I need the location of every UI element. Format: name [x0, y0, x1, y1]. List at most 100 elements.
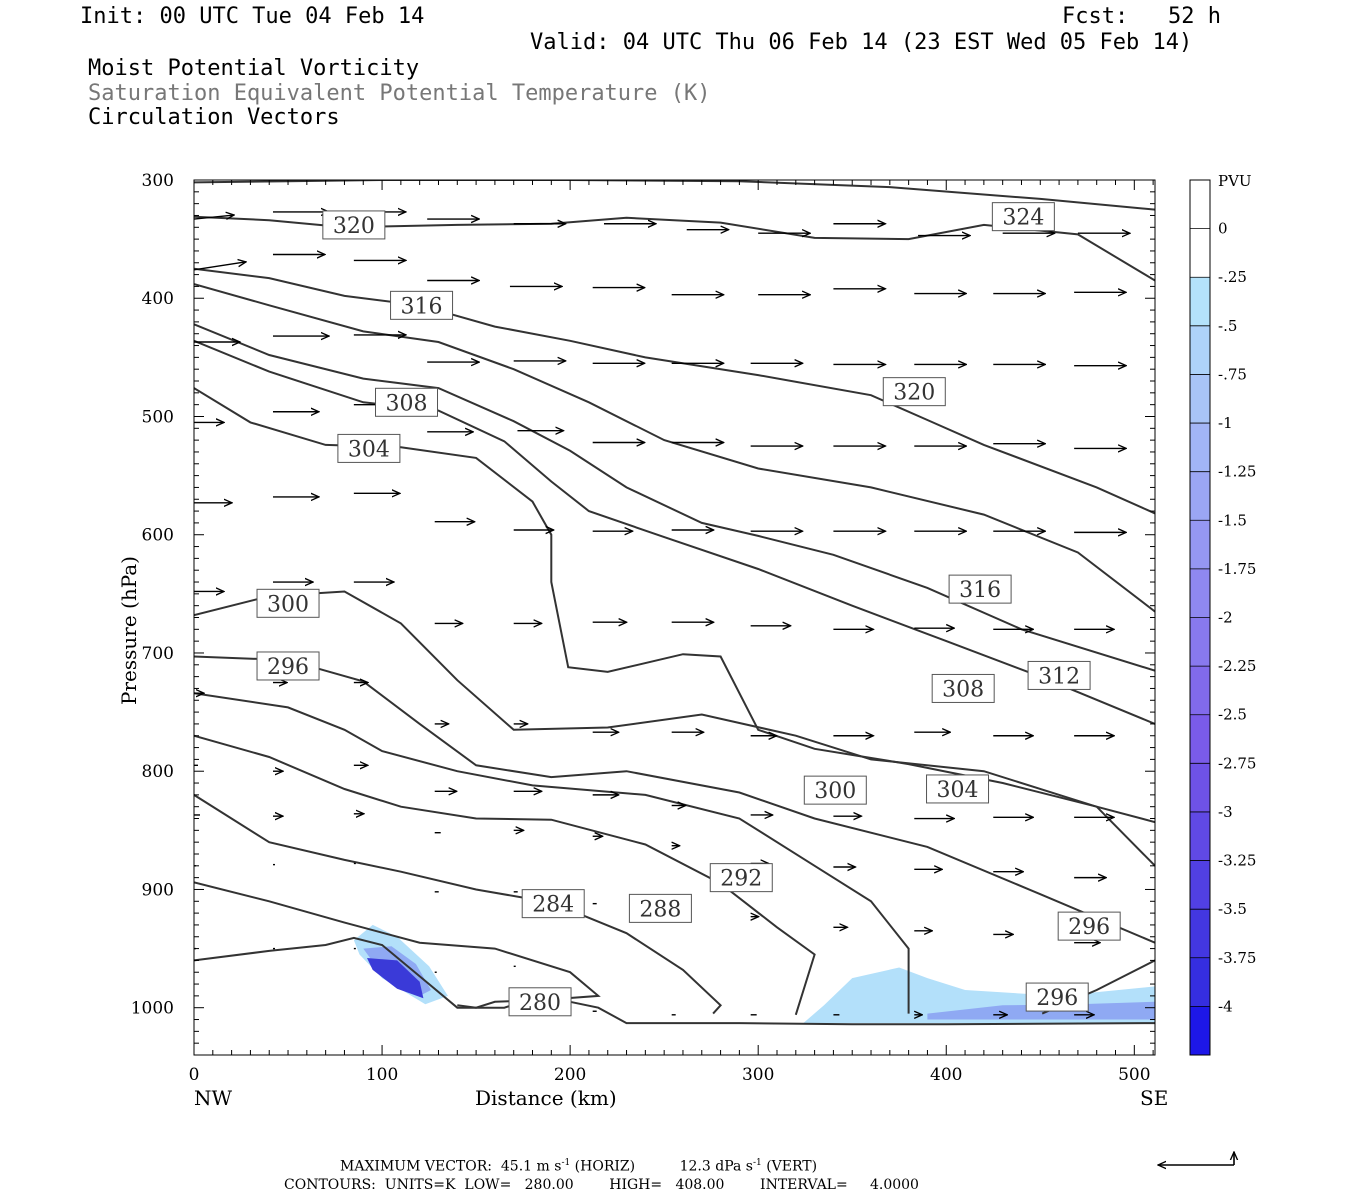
colorbar-label: -4 [1218, 997, 1233, 1015]
colorbar-segment [1190, 1006, 1210, 1056]
contour-label-text: 316 [401, 294, 443, 319]
contour-label-18: 280 [508, 987, 572, 1017]
contour-label-9: 296 [256, 651, 320, 681]
y-tick-label: 1000 [131, 999, 174, 1019]
vector-0 [194, 215, 234, 219]
y-tick-label: 600 [142, 526, 174, 546]
contour-label-box [628, 893, 692, 923]
y-tick-label: 900 [142, 880, 174, 900]
contour-label-box [882, 377, 946, 407]
contour-label-17: 296 [1025, 982, 1089, 1012]
isentrope-7 [194, 590, 1155, 867]
colorbar: PVU 0 -.25 -.5 -.75 -1 -1.25 -1.5 -1.75 -2 -2.25 -2… [1189, 172, 1256, 1056]
contour-label-3: 308 [375, 387, 439, 417]
colorbar-label: -3.5 [1218, 900, 1247, 918]
colorbar-segment [1190, 860, 1210, 910]
colorbar-segment [1190, 374, 1210, 424]
colorbar-label: -1.25 [1218, 463, 1256, 481]
axes: 300 400 500 600 700 800 900 1000 0 100 200 300 400 50… [131, 171, 1155, 1085]
contour-label-box [1025, 982, 1089, 1012]
contour-label-box [803, 775, 867, 805]
colorbar-segment [1190, 763, 1210, 813]
contour-label-7: 300 [256, 588, 320, 618]
colorbar-label: -.25 [1218, 268, 1247, 286]
contour-label-text: 320 [893, 381, 935, 406]
colorbar-label: -2.25 [1218, 657, 1256, 675]
contour-label-box [931, 673, 995, 703]
x-left-label: NW [194, 1086, 233, 1110]
contour-label-text: 320 [333, 214, 375, 239]
contour-label-12: 304 [926, 774, 990, 804]
colorbar-label: -2 [1218, 609, 1233, 627]
contour-label-14: 284 [521, 889, 585, 919]
contour-label-6: 316 [948, 574, 1012, 604]
isentrope-2 [194, 267, 1155, 515]
x-axis-label: Distance (km) [475, 1086, 617, 1110]
contour-label-text: 304 [348, 437, 390, 462]
isentrope-12 [194, 881, 601, 1009]
contour-label-box [991, 202, 1055, 232]
x-tick-label: 500 [1118, 1065, 1150, 1085]
colorbar-label: -2.5 [1218, 706, 1247, 724]
contour-label-box [390, 290, 454, 320]
contour-label-text: 300 [267, 592, 309, 617]
contour-label-box [256, 651, 320, 681]
contour-label-11: 300 [803, 775, 867, 805]
vector-12 [194, 262, 246, 271]
colorbar-segment [1190, 568, 1210, 618]
contour-label-16: 296 [1057, 911, 1121, 941]
contour-label-box [948, 574, 1012, 604]
contour-label-8: 312 [1027, 660, 1091, 690]
isentrope-10 [194, 734, 816, 1016]
contour-label-2: 316 [390, 290, 454, 320]
colorbar-segment [1190, 325, 1210, 375]
contour-label-0: 320 [322, 210, 386, 240]
contour-label-5: 304 [337, 433, 401, 463]
reference-vector [1158, 1152, 1234, 1165]
contour-label-box [337, 433, 401, 463]
contour-labels: 320 324 316 308 320 304 316 300 312 296 308 300 304 2… [256, 202, 1121, 1017]
colorbar-segment [1190, 520, 1210, 570]
y-tick-label: 800 [142, 762, 174, 782]
mpv-region-2 [367, 958, 424, 999]
contour-label-text: 288 [639, 897, 681, 922]
contour-label-13: 292 [709, 863, 773, 893]
x-tick-label: 300 [742, 1065, 774, 1085]
isentrope-0 [194, 180, 1155, 211]
y-tick-label: 300 [142, 171, 174, 191]
isentrope-4 [194, 323, 1155, 672]
contour-label-4: 320 [882, 377, 946, 407]
colorbar-segment [1190, 471, 1210, 521]
contour-label-10: 308 [931, 673, 995, 703]
colorbar-segment [1190, 811, 1210, 862]
contour-label-text: 296 [267, 655, 309, 680]
contour-label-15: 288 [628, 893, 692, 923]
colorbar-label: -1.75 [1218, 560, 1256, 578]
colorbar-segment [1190, 957, 1210, 1007]
contour-label-text: 304 [937, 778, 979, 803]
contour-label-box [709, 863, 773, 893]
contour-label-text: 324 [1002, 206, 1044, 231]
isentrope-9 [194, 692, 910, 1014]
contour-label-box [322, 210, 386, 240]
contour-label-text: 316 [959, 578, 1001, 603]
isentrope-5 [194, 339, 1155, 725]
contour-label-text: 296 [1068, 915, 1110, 940]
colorbar-label: -.75 [1218, 365, 1247, 383]
colorbar-segment [1190, 617, 1210, 667]
colorbar-label: -1 [1218, 414, 1233, 432]
colorbar-segment [1190, 714, 1210, 764]
contour-label-text: 308 [942, 677, 984, 702]
isentrope-11 [194, 794, 722, 1015]
field-title-vectors: Circulation Vectors [88, 105, 340, 130]
field-title-theta: Saturation Equivalent Potential Temperat… [88, 81, 711, 106]
contour-label-text: 300 [814, 779, 856, 804]
valid-time: Valid: 04 UTC Thu 06 Feb 14 (23 EST Wed … [530, 30, 1193, 55]
max-vector-line: MAXIMUM VECTOR: 45.1 m s-1 (HORIZ) 12.3 … [340, 1158, 818, 1175]
forecast-hour: Fcst: 52 h [1062, 4, 1221, 29]
contour-label-box [926, 774, 990, 804]
colorbar-label: -2.75 [1218, 754, 1256, 772]
field-title-mpv: Moist Potential Vorticity [88, 56, 420, 81]
colorbar-segment [1190, 228, 1210, 278]
